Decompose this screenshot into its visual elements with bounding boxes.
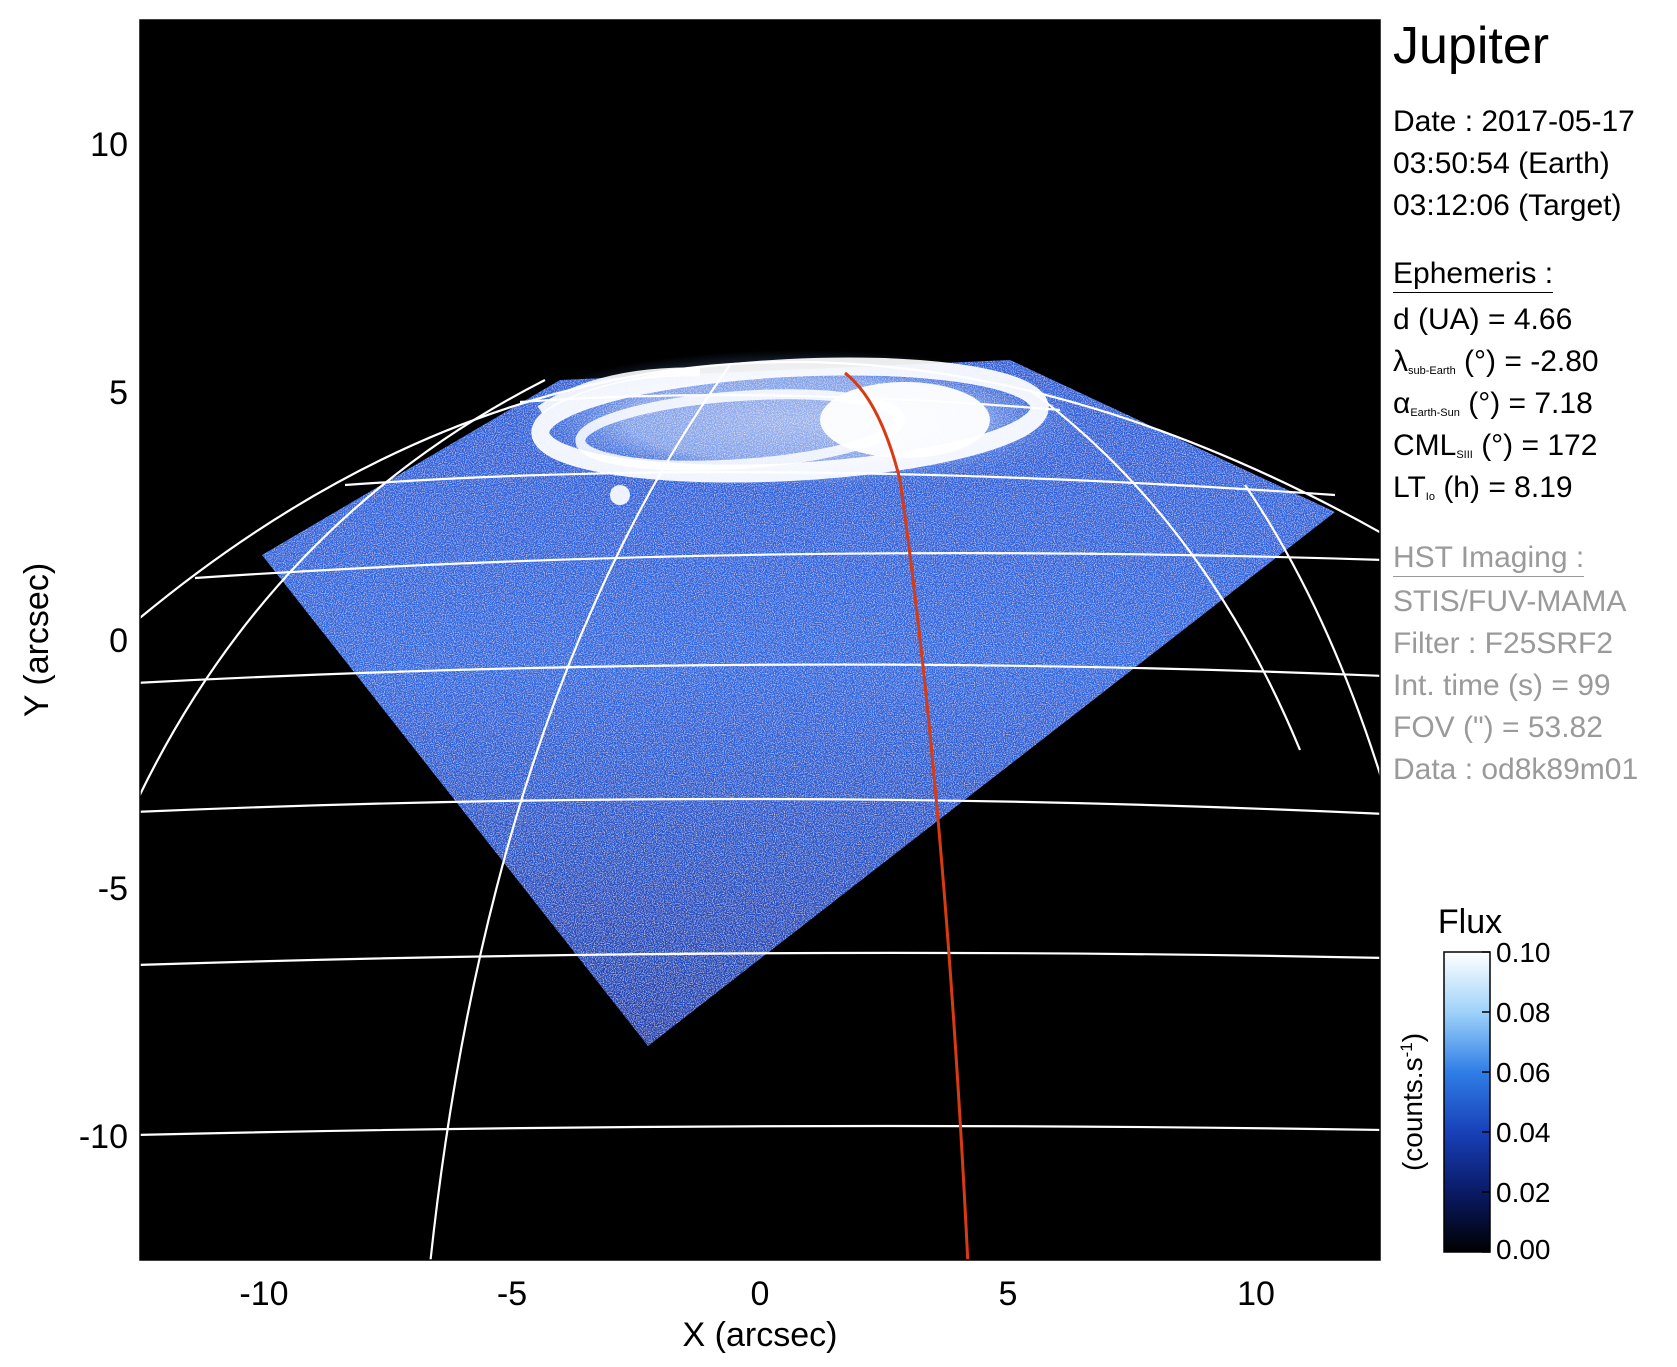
ephemeris-local-time: LTIo (h) = 8.19 — [1393, 471, 1573, 504]
x-tick-label: 10 — [1237, 1275, 1275, 1313]
latitude-line — [519, 394, 1061, 412]
red-trace — [844, 371, 970, 1260]
y-tick-label: 0 — [109, 622, 128, 660]
colorbar-tick-label: 0.00 — [1496, 1234, 1551, 1265]
colorbar: Flux 0.10 0.08 0.06 0.04 0.02 0.00 (coun… — [1397, 903, 1551, 1265]
aurora-bright-core — [820, 382, 990, 458]
ephemeris-heading: Ephemeris : — [1393, 254, 1554, 294]
hst-filter: Filter : F25SRF2 — [1393, 627, 1614, 660]
y-tick-label: 10 — [90, 126, 128, 164]
x-axis-title: X (arcsec) — [683, 1316, 838, 1354]
latitude-line — [140, 797, 1380, 815]
hst-fov: FOV (") = 53.82 — [1393, 711, 1603, 744]
observation-date: Date : 2017-05-17 — [1393, 105, 1635, 138]
hst-dataset: Data : od8k89m01 — [1393, 753, 1639, 786]
colorbar-scale — [1443, 951, 1491, 1253]
x-tick-label: -5 — [497, 1275, 527, 1313]
longitude-line — [1029, 389, 1302, 751]
colorbar-tick-label: 0.06 — [1496, 1057, 1551, 1088]
longitude-line — [1244, 484, 1380, 778]
latitude-line — [140, 1124, 1380, 1136]
colorbar-ticks — [1482, 951, 1490, 1253]
y-tick-label: -5 — [98, 870, 128, 908]
y-tick-label: 5 — [109, 374, 128, 412]
x-axis: -10 -5 0 5 10 X (arcsec) — [239, 1275, 1274, 1354]
latitude-line — [140, 951, 1380, 966]
ephemeris-latitude: λsub-Earth (°) = -2.80 — [1393, 345, 1599, 378]
time-target: 03:12:06 (Target) — [1393, 189, 1622, 222]
y-axis-title: Y (arcsec) — [18, 563, 56, 717]
aurora-footprint-spot — [610, 485, 630, 505]
observation-swath — [262, 360, 1335, 1046]
planet-title: Jupiter — [1393, 17, 1550, 75]
ephemeris-distance: d (UA) = 4.66 — [1393, 303, 1573, 336]
latitude-line — [344, 471, 1336, 497]
y-tick-label: -10 — [79, 1118, 128, 1156]
longitude-line — [429, 364, 731, 1260]
colorbar-unit-label: (counts.s-1) — [1397, 1033, 1428, 1171]
latitude-line — [140, 663, 1380, 684]
colorbar-tick-label: 0.10 — [1496, 937, 1551, 968]
latitude-line — [194, 552, 1380, 580]
hst-heading: HST Imaging : — [1393, 538, 1585, 578]
y-axis: 10 5 0 -5 -10 Y (arcsec) — [18, 126, 128, 1156]
x-tick-label: 5 — [999, 1275, 1018, 1313]
hst-integration-time: Int. time (s) = 99 — [1393, 669, 1611, 702]
time-earth: 03:50:54 (Earth) — [1393, 147, 1610, 180]
colorbar-tick-label: 0.04 — [1496, 1117, 1551, 1148]
colorbar-tick-label: 0.02 — [1496, 1177, 1551, 1208]
hst-instrument: STIS/FUV-MAMA — [1393, 585, 1627, 618]
x-tick-label: 0 — [751, 1275, 770, 1313]
ephemeris-phase-angle: αEarth-Sun (°) = 7.18 — [1393, 387, 1593, 420]
longitude-line — [140, 379, 546, 798]
ephemeris-cml: CMLSIII (°) = 172 — [1393, 429, 1598, 462]
planet-limb — [140, 360, 1380, 620]
colorbar-title: Flux — [1438, 903, 1502, 941]
x-tick-label: -10 — [239, 1275, 288, 1313]
info-panel: Jupiter Date : 2017-05-17 03:50:54 (Eart… — [1393, 0, 1677, 800]
lat-lon-grid — [140, 360, 1380, 1260]
plot-frame — [139, 19, 1381, 1261]
colorbar-tick-label: 0.08 — [1496, 997, 1551, 1028]
